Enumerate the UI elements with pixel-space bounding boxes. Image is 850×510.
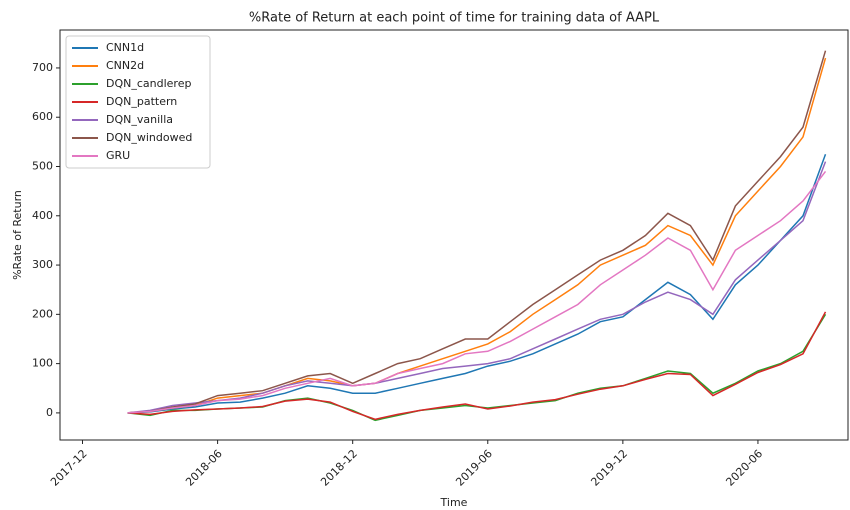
legend-label: DQN_candlerep xyxy=(106,77,191,90)
series-line xyxy=(127,311,827,421)
y-tick-label: 500 xyxy=(32,160,53,173)
x-tick-label: 2019-12 xyxy=(588,447,630,489)
legend-label: DQN_pattern xyxy=(106,95,177,108)
legend-box xyxy=(65,35,211,169)
legend-label: GRU xyxy=(106,149,130,162)
x-tick-label: 2018-06 xyxy=(183,447,225,489)
y-axis-label: %Rate of Return xyxy=(11,190,24,280)
chart-title: %Rate of Return at each point of time fo… xyxy=(249,11,660,26)
series-line xyxy=(127,161,827,414)
y-tick-label: 200 xyxy=(32,307,53,320)
legend-label: CNN2d xyxy=(106,59,144,72)
series-line xyxy=(127,313,827,422)
legend-label: DQN_vanilla xyxy=(106,113,173,126)
series-line xyxy=(127,170,827,414)
plot-frame xyxy=(59,29,849,441)
y-tick-label: 0 xyxy=(46,406,53,419)
x-tick-label: 2020-06 xyxy=(723,447,765,489)
x-tick-label: 2019-06 xyxy=(453,447,495,489)
legend-label: DQN_windowed xyxy=(106,131,192,144)
series-line xyxy=(127,153,827,414)
x-tick-label: 2017-12 xyxy=(48,447,90,489)
series-line xyxy=(127,50,827,414)
x-axis-label: Time xyxy=(440,496,468,509)
series-line xyxy=(127,57,827,414)
y-tick-label: 400 xyxy=(32,209,53,222)
y-tick-label: 300 xyxy=(32,258,53,271)
x-tick-label: 2018-12 xyxy=(318,447,360,489)
y-tick-label: 700 xyxy=(32,61,53,74)
legend-label: CNN1d xyxy=(106,41,144,54)
y-tick-label: 600 xyxy=(32,110,53,123)
y-tick-label: 100 xyxy=(32,357,53,370)
